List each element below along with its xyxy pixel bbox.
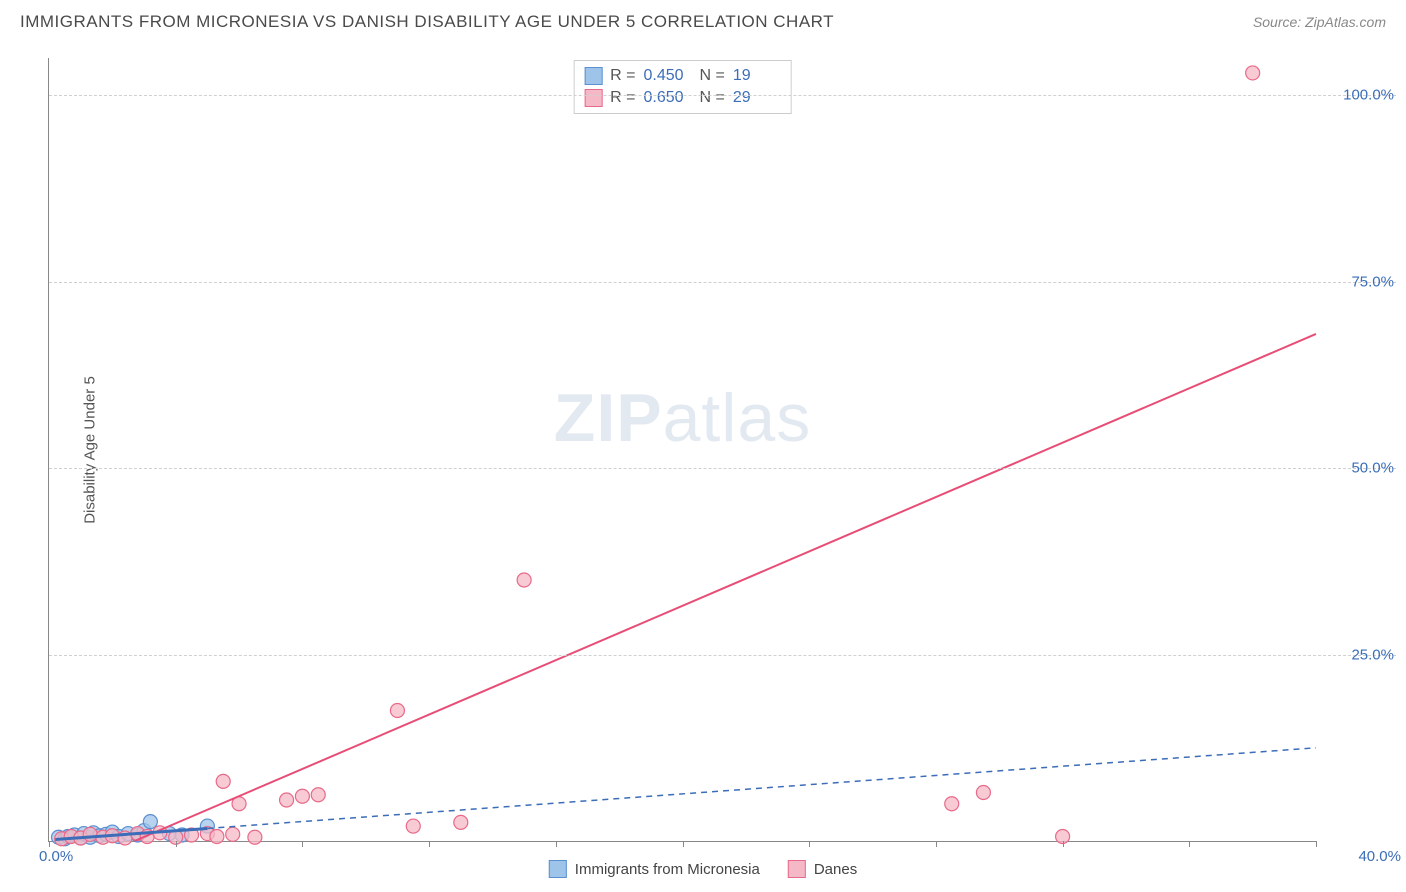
legend-label-series1: Immigrants from Micronesia bbox=[575, 861, 760, 878]
x-tick bbox=[809, 841, 810, 847]
stats-legend-box: R = 0.450 N = 19 R = 0.650 N = 29 bbox=[573, 60, 792, 114]
legend-swatch-series1 bbox=[549, 860, 567, 878]
x-tick bbox=[1189, 841, 1190, 847]
chart-title: IMMIGRANTS FROM MICRONESIA VS DANISH DIS… bbox=[20, 12, 834, 32]
data-point bbox=[248, 830, 262, 844]
data-point bbox=[143, 815, 157, 829]
r-label-2: R = bbox=[610, 89, 635, 107]
grid-line bbox=[49, 95, 1396, 96]
data-point bbox=[216, 774, 230, 788]
chart-header: IMMIGRANTS FROM MICRONESIA VS DANISH DIS… bbox=[0, 0, 1406, 40]
x-tick bbox=[302, 841, 303, 847]
stats-row-series2: R = 0.650 N = 29 bbox=[584, 87, 781, 109]
data-point bbox=[976, 786, 990, 800]
trend-line-dashed bbox=[207, 748, 1316, 829]
y-tick-label: 25.0% bbox=[1351, 646, 1394, 663]
y-tick-label: 100.0% bbox=[1343, 87, 1394, 104]
r-label: R = bbox=[610, 67, 635, 85]
x-tick bbox=[683, 841, 684, 847]
x-tick bbox=[1063, 841, 1064, 847]
grid-line bbox=[49, 655, 1396, 656]
x-tick bbox=[556, 841, 557, 847]
data-point bbox=[226, 827, 240, 841]
x-tick bbox=[1316, 841, 1317, 847]
x-max-label: 40.0% bbox=[1358, 848, 1401, 865]
data-point bbox=[406, 819, 420, 833]
data-point bbox=[454, 815, 468, 829]
grid-line bbox=[49, 282, 1396, 283]
data-point bbox=[210, 830, 224, 844]
scatter-plot-svg bbox=[49, 58, 1316, 841]
x-tick bbox=[429, 841, 430, 847]
legend-item-series1: Immigrants from Micronesia bbox=[549, 860, 760, 878]
n-label: N = bbox=[700, 67, 725, 85]
x-tick bbox=[936, 841, 937, 847]
data-point bbox=[311, 788, 325, 802]
legend-bottom: Immigrants from Micronesia Danes bbox=[549, 860, 857, 878]
x-origin-label: 0.0% bbox=[39, 848, 73, 865]
chart-container: Disability Age Under 5 ZIPatlas R = 0.45… bbox=[48, 58, 1316, 842]
swatch-series1 bbox=[584, 67, 602, 85]
data-point bbox=[280, 793, 294, 807]
data-point bbox=[390, 704, 404, 718]
n-value-series2: 29 bbox=[733, 89, 781, 107]
y-tick-label: 50.0% bbox=[1351, 460, 1394, 477]
trend-line bbox=[135, 334, 1316, 841]
r-value-series1: 0.450 bbox=[644, 67, 692, 85]
legend-label-series2: Danes bbox=[814, 861, 857, 878]
data-point bbox=[83, 827, 97, 841]
x-tick bbox=[49, 841, 50, 847]
data-point bbox=[1246, 66, 1260, 80]
source-attribution: Source: ZipAtlas.com bbox=[1253, 14, 1386, 30]
swatch-series2 bbox=[584, 89, 602, 107]
legend-swatch-series2 bbox=[788, 860, 806, 878]
stats-row-series1: R = 0.450 N = 19 bbox=[584, 65, 781, 87]
x-tick bbox=[176, 841, 177, 847]
plot-area: ZIPatlas R = 0.450 N = 19 R = 0.650 N = … bbox=[48, 58, 1316, 842]
n-value-series1: 19 bbox=[733, 67, 781, 85]
r-value-series2: 0.650 bbox=[644, 89, 692, 107]
data-point bbox=[295, 789, 309, 803]
data-point bbox=[517, 573, 531, 587]
grid-line bbox=[49, 468, 1396, 469]
n-label-2: N = bbox=[700, 89, 725, 107]
data-point bbox=[945, 797, 959, 811]
legend-item-series2: Danes bbox=[788, 860, 857, 878]
y-tick-label: 75.0% bbox=[1351, 273, 1394, 290]
